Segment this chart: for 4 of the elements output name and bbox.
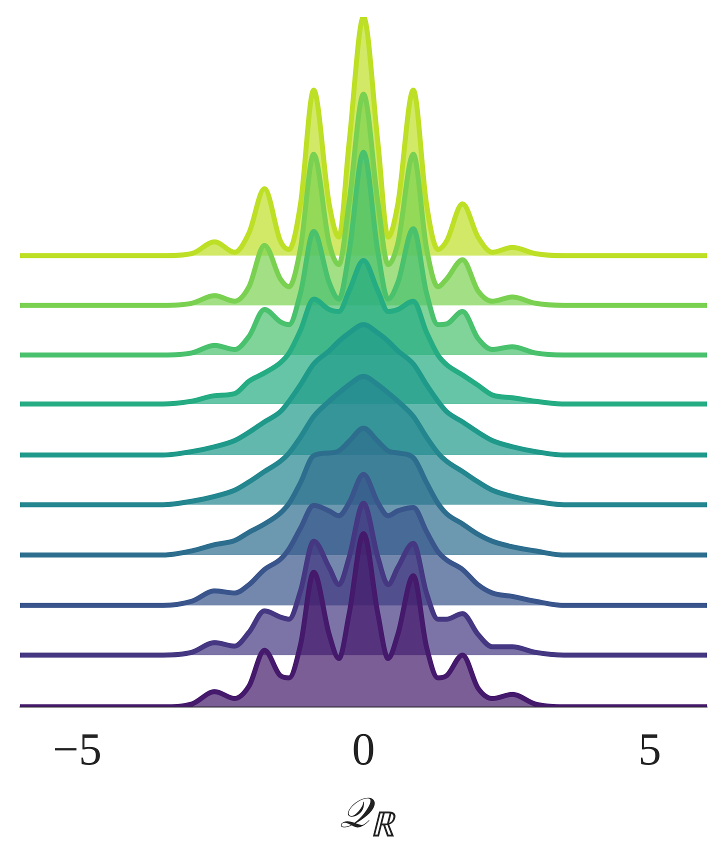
x-tick-label: 0 — [352, 723, 375, 774]
x-axis-title: 𝒬$_{ℝ}$ — [338, 790, 396, 846]
x-tick-label: −5 — [52, 723, 102, 774]
x-tick-label: 5 — [638, 723, 662, 774]
